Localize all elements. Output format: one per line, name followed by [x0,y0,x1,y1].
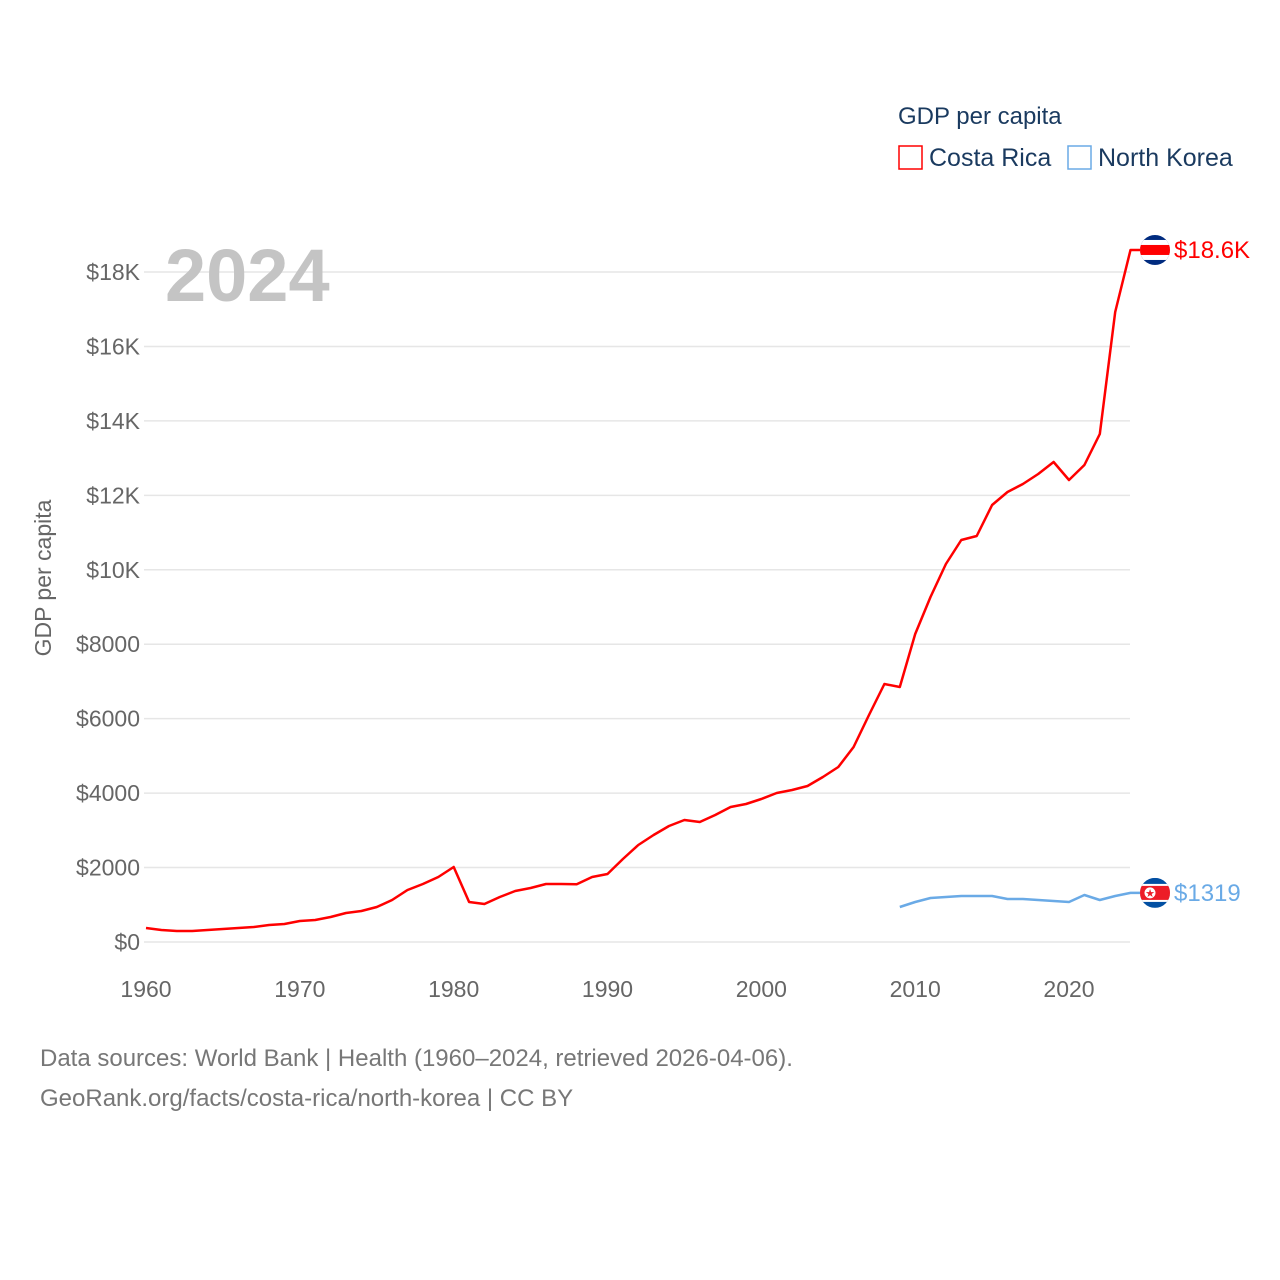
y-tick-label: $16K [86,333,140,359]
x-tick-label: 2020 [1043,976,1094,1002]
legend-title: GDP per capita [898,103,1062,130]
y-tick-label: $12K [86,482,140,508]
x-tick-label: 1970 [274,976,325,1002]
y-tick-label: $18K [86,259,140,285]
y-tick-label: $10K [86,557,140,583]
x-tick-label: 2000 [736,976,787,1002]
legend-swatch [1067,145,1092,170]
x-tick-label: 1980 [428,976,479,1002]
y-tick-label: $14K [86,408,140,434]
attribution-link[interactable]: GeoRank.org/facts/costa-rica/north-korea… [40,1085,574,1112]
y-tick-label: $8000 [76,631,140,657]
current-year-label: 2024 [165,234,330,317]
end-value-label: $18.6K [1174,237,1250,264]
y-tick-label: $0 [114,929,140,955]
legend-item-costa-rica[interactable]: Costa Rica [898,144,1051,172]
y-tick-label: $2000 [76,855,140,881]
series-line-costa-rica [145,248,1141,933]
svg-text:★: ★ [1145,888,1155,900]
x-tick-label: 1990 [582,976,633,1002]
legend-item-north-korea[interactable]: North Korea [1067,144,1233,172]
y-tick-label: $6000 [76,706,140,732]
x-tick-label: 1960 [120,976,171,1002]
y-axis-label: GDP per capita [30,499,56,656]
legend-label: North Korea [1098,144,1233,172]
end-value-label: $1319 [1174,880,1241,907]
y-tick-label: $4000 [76,780,140,806]
source-line: Data sources: World Bank | Health (1960–… [40,1045,793,1072]
costa-rica-flag-icon [1140,234,1170,265]
north-korea-flag-icon: ★ [1140,877,1170,908]
legend-swatch [898,145,923,170]
legend-label: Costa Rica [929,144,1051,172]
x-tick-label: 2010 [890,976,941,1002]
series-line-north-korea [899,891,1141,909]
